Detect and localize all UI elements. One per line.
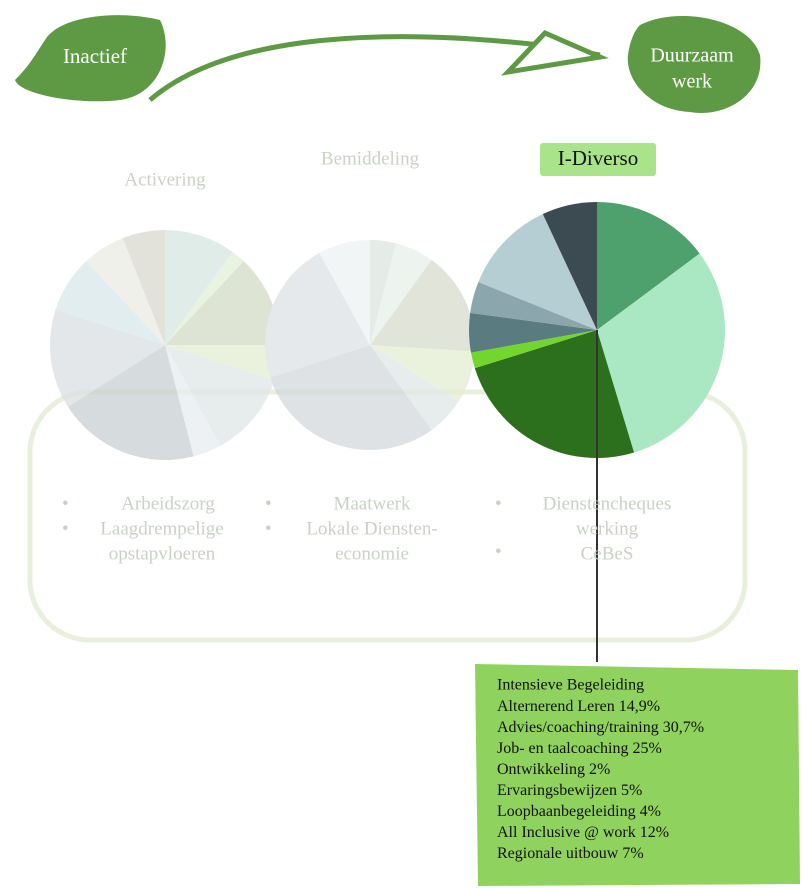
bullet: • [495,493,502,514]
legend-category: Advies/coaching/training [497,719,659,736]
column-title: Activering [124,169,206,190]
legend-value: 4% [640,803,661,820]
legend-entry: Ervaringsbewijzen 5% [497,782,642,799]
item: Arbeidszorg [121,493,215,514]
bullet: • [62,518,69,539]
legend-value: 14,9% [619,698,660,715]
arrow-head [508,33,600,72]
item: Dienstencheques [543,493,672,514]
bullet: • [265,493,272,514]
end-label: Duurzaam [650,45,734,67]
faded-pies [50,230,475,460]
legend-category: Ontwikkeling [497,761,585,778]
legend-value: 30,7% [663,719,704,736]
legend-entry: Job- en taalcoaching 25% [497,740,662,757]
legend-entry: Loopbaanbegeleiding 4% [497,803,661,820]
bullet: • [62,493,69,514]
chart-title: I-Diverso [558,146,638,170]
legend-category: Loopbaanbegeleiding [497,803,636,820]
item: Maatwerk [333,493,411,514]
bullet: • [265,518,272,539]
item: Laagdrempelige [100,518,223,539]
legend-entry: Regionale uitbouw 7% [497,845,644,862]
legend-category: All Inclusive @ work [497,824,636,841]
item: Lokale Diensten- [306,518,437,539]
end-label: werk [672,71,712,93]
item: werking [576,518,639,539]
legend-category: Ervaringsbewijzen [497,782,617,799]
legend-value: 25% [633,740,662,757]
column-title: Bemiddeling [321,148,420,169]
legend-entry: Advies/coaching/training 30,7% [497,719,704,736]
legend-value: 12% [640,824,669,841]
start-label: Inactief [63,44,127,68]
legend-entry: Alternerend Leren 14,9% [497,698,660,715]
legend-value: 7% [622,845,643,862]
legend-title: Intensieve Begeleiding [497,677,644,694]
legend-entry: Ontwikkeling 2% [497,761,610,778]
bullet: • [495,541,502,562]
legend-value: 2% [589,761,610,778]
item: economie [335,543,409,564]
legend-category: Alternerend Leren [497,698,615,715]
item: CeBeS [581,543,634,564]
item: opstapvloeren [109,543,216,564]
legend-entry: All Inclusive @ work 12% [497,824,669,841]
legend-category: Regionale uitbouw [497,845,619,862]
infographic: Inactief Duurzaam werk Activering Bemidd… [0,0,803,888]
legend-value: 5% [621,782,642,799]
legend-category: Job- en taalcoaching [497,740,629,757]
